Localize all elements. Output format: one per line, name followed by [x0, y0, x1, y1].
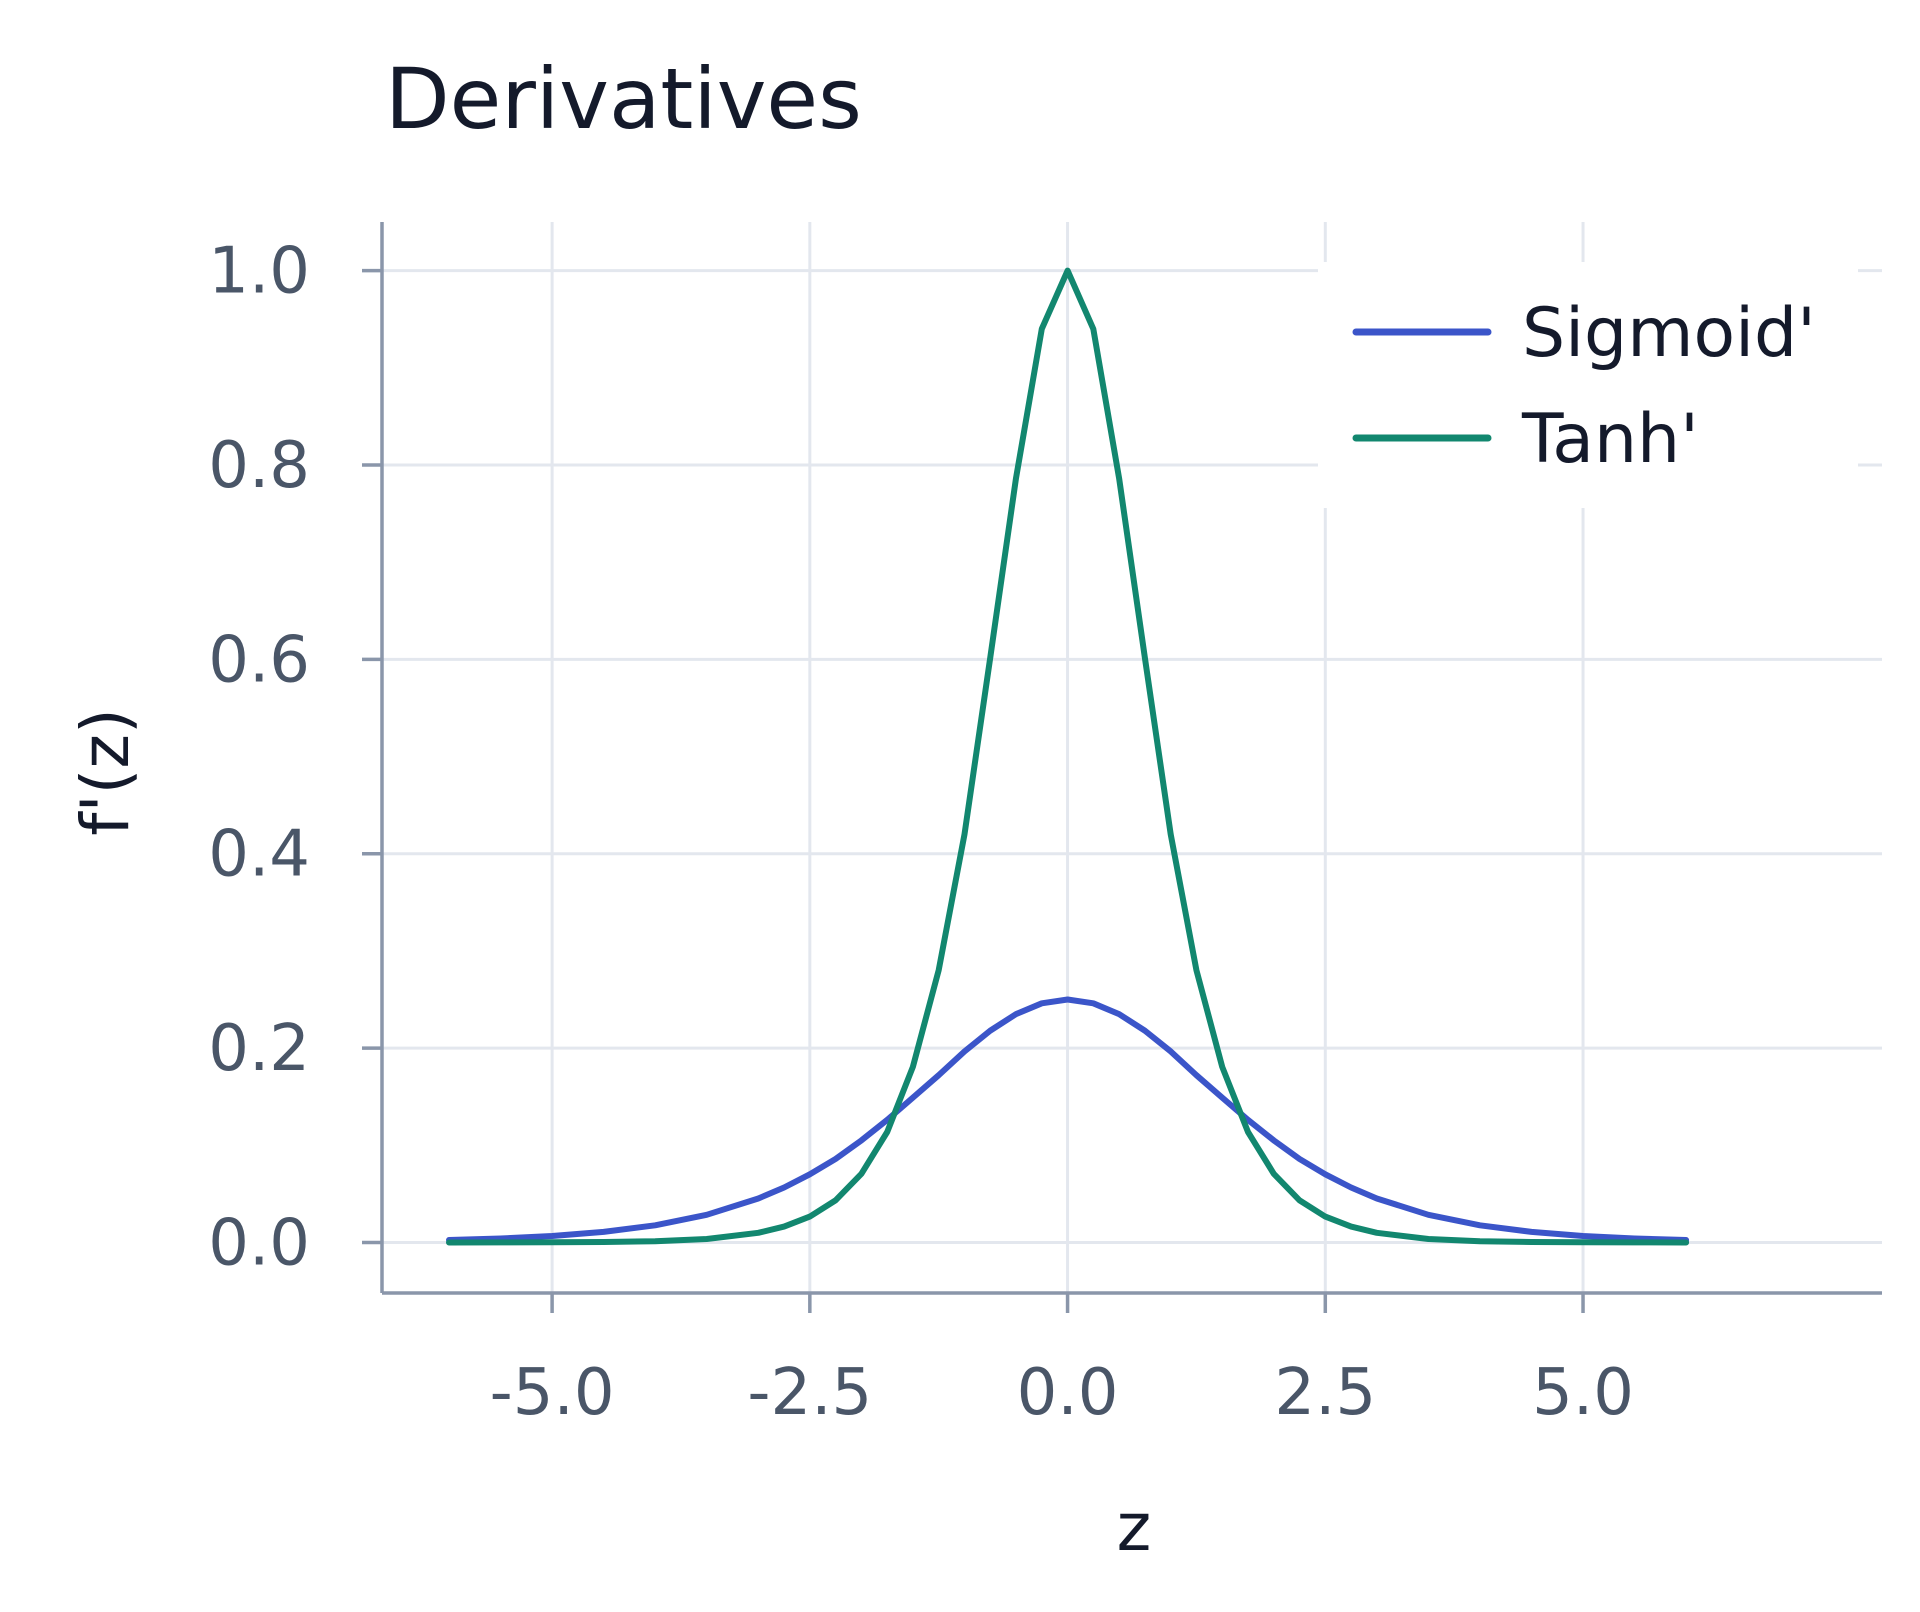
x-tick-label: -5.0	[490, 1356, 615, 1430]
legend-label-sigmoid: Sigmoid'	[1522, 294, 1816, 373]
y-tick-label: 0.2	[208, 1012, 310, 1086]
x-tick-label: 2.5	[1274, 1356, 1376, 1430]
y-tick-label: 0.4	[208, 818, 310, 892]
y-tick-label: 0.6	[208, 623, 310, 697]
series-line-tanh	[446, 267, 1690, 1246]
x-axis-label: z	[1117, 1489, 1152, 1566]
legend-box	[1318, 262, 1858, 508]
plot-area	[446, 267, 1690, 1246]
axes	[380, 222, 1882, 1295]
y-tick-label: 0.8	[208, 429, 310, 503]
legend: Sigmoid' Tanh'	[1318, 262, 1858, 508]
legend-label-tanh: Tanh'	[1521, 400, 1699, 479]
x-tick-label: -2.5	[747, 1356, 872, 1430]
x-axis-ticks: -5.0 -2.5 0.0 2.5 5.0	[490, 1293, 1634, 1430]
series-line-sigmoid	[446, 996, 1690, 1243]
y-tick-label: 1.0	[208, 235, 310, 309]
x-tick-label: 0.0	[1017, 1356, 1119, 1430]
y-axis-label: f'(z)	[67, 708, 144, 836]
chart-title: Derivatives	[385, 50, 862, 148]
y-axis-ticks: 0.0 0.2 0.4 0.6 0.8 1.0	[208, 235, 382, 1280]
x-tick-label: 5.0	[1532, 1356, 1634, 1430]
y-tick-label: 0.0	[208, 1206, 310, 1280]
